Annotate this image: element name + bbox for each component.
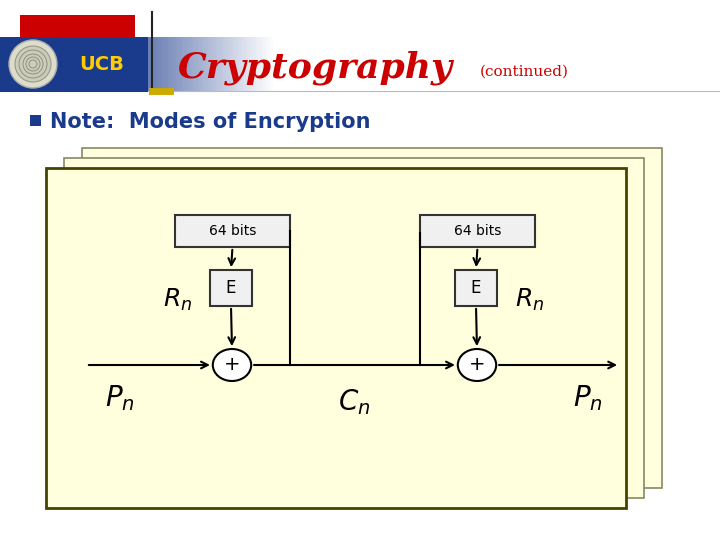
Text: $C_n$: $C_n$ <box>338 387 371 417</box>
FancyBboxPatch shape <box>46 168 626 508</box>
Bar <box>230 37 233 92</box>
Bar <box>0 37 148 92</box>
Bar <box>30 115 41 126</box>
Bar <box>148 37 150 92</box>
Bar <box>176 37 178 92</box>
Bar <box>150 37 153 92</box>
Bar <box>200 37 203 92</box>
Bar <box>240 37 243 92</box>
Bar <box>181 37 183 92</box>
Bar <box>256 37 258 92</box>
Bar <box>220 37 223 92</box>
Bar <box>158 37 161 92</box>
Bar <box>253 37 256 92</box>
Circle shape <box>15 46 51 82</box>
Bar <box>210 37 213 92</box>
Bar <box>203 37 205 92</box>
Bar <box>213 37 215 92</box>
Bar <box>20 15 135 37</box>
Bar <box>258 37 261 92</box>
Text: Cryptography: Cryptography <box>178 51 453 85</box>
Text: (continued): (continued) <box>480 65 569 79</box>
Text: E: E <box>226 279 236 297</box>
Bar <box>271 37 273 92</box>
Bar <box>171 37 173 92</box>
FancyBboxPatch shape <box>82 148 662 488</box>
Text: $P_n$: $P_n$ <box>105 383 135 413</box>
Bar <box>188 37 191 92</box>
Bar <box>233 37 235 92</box>
Bar <box>210 270 252 306</box>
Text: $R_n$: $R_n$ <box>515 287 544 313</box>
Bar <box>238 37 240 92</box>
Circle shape <box>9 40 57 88</box>
Bar <box>218 37 220 92</box>
Bar <box>163 37 166 92</box>
Bar <box>215 37 218 92</box>
Text: $R_n$: $R_n$ <box>163 287 192 313</box>
Bar <box>198 37 200 92</box>
Bar <box>261 37 263 92</box>
Text: +: + <box>469 355 485 375</box>
Bar <box>205 37 208 92</box>
Bar <box>246 37 248 92</box>
Ellipse shape <box>213 349 251 381</box>
Bar <box>243 37 246 92</box>
Bar <box>153 37 156 92</box>
Bar <box>196 37 198 92</box>
Bar <box>455 270 497 306</box>
Bar <box>156 37 158 92</box>
Bar <box>183 37 186 92</box>
FancyBboxPatch shape <box>64 158 644 498</box>
Bar <box>266 37 268 92</box>
Bar <box>251 37 253 92</box>
Bar <box>268 37 271 92</box>
Bar <box>225 37 228 92</box>
Text: 64 bits: 64 bits <box>209 224 256 238</box>
Bar <box>191 37 193 92</box>
Bar <box>235 37 238 92</box>
Bar <box>178 37 181 92</box>
Bar <box>248 37 251 92</box>
Bar <box>208 37 210 92</box>
Bar <box>175 215 290 247</box>
Bar <box>228 37 230 92</box>
Text: +: + <box>224 355 240 375</box>
Bar <box>186 37 188 92</box>
Text: $P_n$: $P_n$ <box>573 383 603 413</box>
Text: E: E <box>471 279 481 297</box>
Text: UCB: UCB <box>80 56 125 75</box>
Text: 64 bits: 64 bits <box>454 224 501 238</box>
Bar <box>166 37 168 92</box>
Text: Note:  Modes of Encryption: Note: Modes of Encryption <box>50 112 371 132</box>
Bar <box>223 37 225 92</box>
Bar <box>193 37 196 92</box>
Ellipse shape <box>458 349 496 381</box>
Bar <box>173 37 176 92</box>
Bar <box>161 37 163 92</box>
Bar <box>420 215 535 247</box>
Bar <box>263 37 266 92</box>
Bar <box>168 37 171 92</box>
